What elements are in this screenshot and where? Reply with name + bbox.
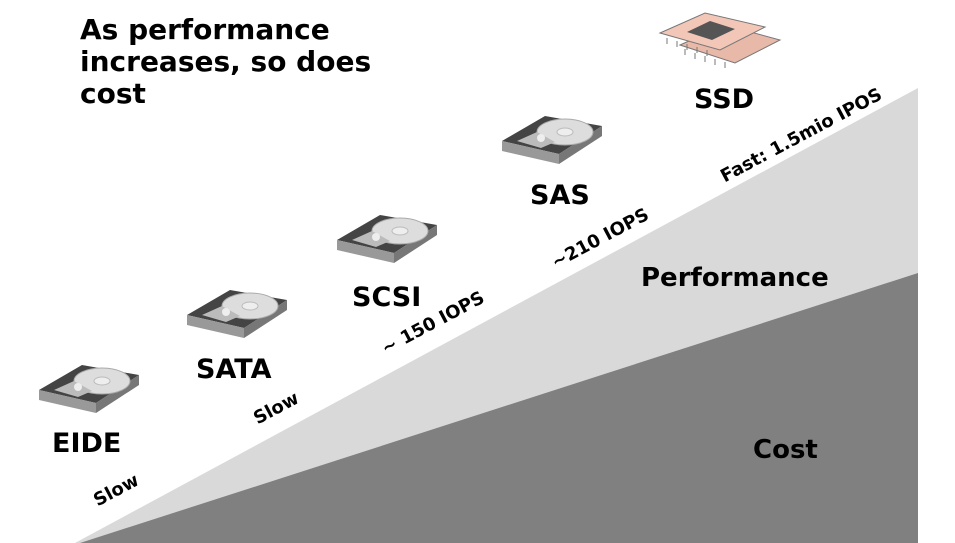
hard-drive-icon	[34, 345, 144, 424]
cost-label: Cost	[753, 435, 818, 465]
hard-drive-icon	[332, 195, 442, 274]
cost-wedge	[80, 273, 918, 543]
performance-label: Performance	[641, 263, 829, 293]
page-title: As performance increases, so does cost	[80, 13, 372, 110]
drive-label-ssd: SSD	[694, 84, 755, 115]
drive-label-sas: SAS	[530, 180, 590, 211]
drive-label-eide: EIDE	[52, 428, 122, 459]
drive-label-sata: SATA	[196, 354, 272, 385]
drive-label-scsi: SCSI	[352, 282, 422, 313]
hard-drive-icon	[497, 96, 607, 175]
hard-drive-icon	[182, 270, 292, 349]
chip-icon	[658, 12, 782, 68]
